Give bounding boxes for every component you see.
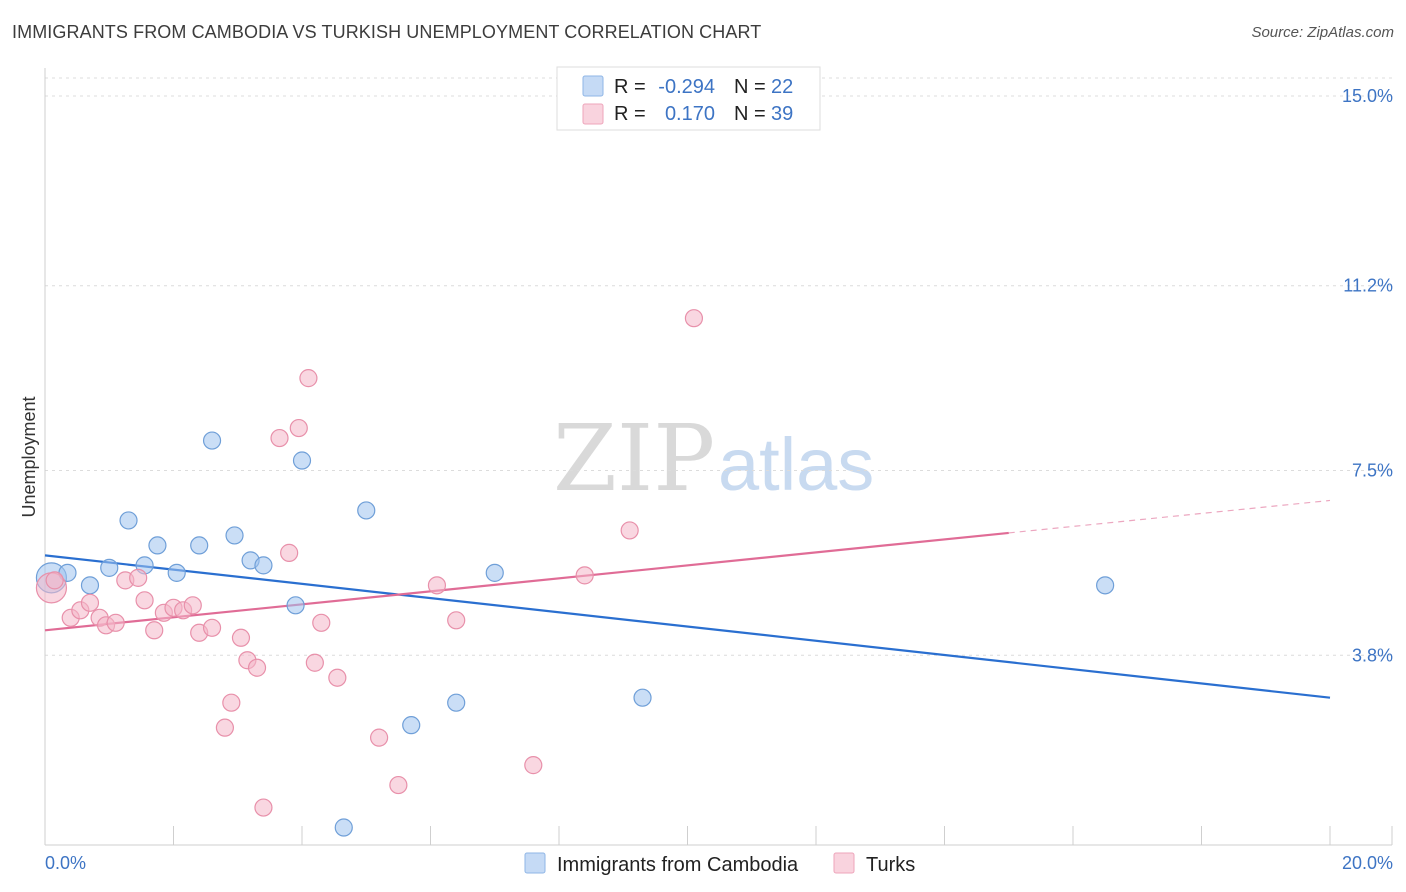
chart-title: IMMIGRANTS FROM CAMBODIA VS TURKISH UNEM… [12,22,762,42]
legend-r-label-2: R = [614,103,646,125]
watermark-atlas: atlas [718,423,874,506]
point-cambodia [254,556,273,575]
point-cambodia [286,596,305,615]
bottom-legend-swatch-cambodia [524,852,546,874]
point-turks [305,653,324,672]
point-cambodia [334,818,353,837]
point-turks [202,618,222,637]
legend-n-label-2: N = [734,103,766,125]
point-cambodia [292,451,312,470]
x-tick-labels: 0.0% 20.0% [45,853,1393,873]
point-turks [231,628,251,647]
point-turks [106,613,125,632]
y-tick-label: 11.2% [1343,276,1393,296]
data-points [35,309,1115,837]
point-turks [145,621,164,640]
y-tick-labels: 3.8% 7.5% 11.2% 15.0% [1342,86,1393,665]
point-turks [427,576,447,595]
point-turks [447,611,466,630]
point-cambodia [167,563,186,582]
legend-swatch-turks [582,103,604,125]
y-tick-label: 7.5% [1352,461,1393,481]
point-turks [684,309,704,328]
point-turks [328,668,347,687]
legend-r-value-1: -0.294 [658,76,715,98]
point-cambodia [485,563,504,582]
correlation-legend: R = -0.294 N = 22 R = 0.170 N = 39 [556,66,821,131]
bottom-legend-label-turks: Turks [866,854,915,876]
point-turks [222,693,241,712]
legend-r-value-2: 0.170 [665,103,715,125]
legend-n-value-1: 22 [771,76,793,98]
point-turks [135,591,154,610]
point-cambodia [447,693,466,712]
point-cambodia [202,431,222,450]
point-turks [312,613,331,632]
point-cambodia [1096,576,1115,595]
legend-r-label-1: R = [614,76,646,98]
point-turks [183,596,202,615]
legend-n-label-1: N = [734,76,766,98]
point-cambodia [190,536,209,555]
point-cambodia [80,576,100,595]
point-turks [280,543,299,562]
trend-line-turks-extension [1008,499,1331,534]
point-cambodia [119,511,138,530]
bottom-legend-swatch-turks [833,852,855,874]
source-label: Source: ZipAtlas.com [1251,24,1394,41]
point-turks [524,756,543,775]
point-turks [389,775,408,795]
y-tick-label: 3.8% [1352,645,1393,665]
point-cambodia [402,716,421,735]
point-turks [575,566,594,585]
point-cambodia [100,558,119,577]
point-cambodia [633,688,652,707]
y-tick-label: 15.0% [1342,86,1393,106]
x-tick-label-min: 0.0% [45,853,86,873]
point-turks [370,728,389,747]
y-axis-label: Unemployment [19,396,39,517]
point-turks [45,571,64,590]
point-turks [247,658,267,677]
axes [44,68,1393,846]
watermark-zip: ZIP [553,405,715,512]
point-turks [254,798,273,817]
bottom-legend-label-cambodia: Immigrants from Cambodia [557,854,799,876]
trend-line-cambodia [44,554,1331,699]
series-legend: Immigrants from Cambodia Turks [524,852,915,876]
trend-lines [44,499,1331,699]
trend-line-turks [44,531,1009,632]
point-turks [620,521,639,540]
point-turks [80,593,100,612]
point-turks [215,718,234,737]
point-turks [299,369,318,388]
x-tick-label-max: 20.0% [1342,853,1393,873]
point-turks [270,428,289,448]
point-turks [289,418,308,438]
point-turks [129,568,148,587]
legend-swatch-cambodia [582,75,604,97]
point-cambodia [148,536,167,555]
point-cambodia [357,501,376,520]
point-cambodia [225,526,244,545]
legend-n-value-2: 39 [771,103,793,125]
